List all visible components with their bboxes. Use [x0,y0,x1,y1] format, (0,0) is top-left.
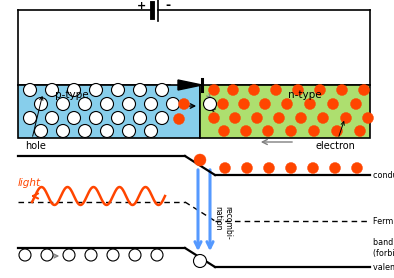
Circle shape [336,85,348,96]
Circle shape [203,98,216,110]
Text: valence band: valence band [373,262,394,272]
Circle shape [219,125,229,136]
Circle shape [173,113,184,125]
Circle shape [151,249,163,261]
Circle shape [134,111,147,125]
Text: light: light [18,178,41,188]
Circle shape [286,125,297,136]
Circle shape [242,163,253,173]
Circle shape [329,163,340,173]
Circle shape [45,83,58,96]
Circle shape [351,98,362,110]
Text: conduction band: conduction band [373,170,394,180]
Circle shape [123,125,136,138]
Circle shape [240,125,251,136]
Circle shape [100,98,113,110]
Circle shape [45,111,58,125]
Circle shape [78,98,91,110]
Circle shape [249,85,260,96]
Circle shape [264,163,275,173]
Bar [200,85,370,138]
Bar [18,85,200,138]
Polygon shape [178,80,202,90]
Circle shape [41,249,53,261]
Text: band gap
(forbidden band): band gap (forbidden band) [373,238,394,258]
Circle shape [24,111,37,125]
Text: p-type: p-type [55,90,89,100]
Text: +: + [138,1,147,11]
Circle shape [286,163,297,173]
Circle shape [56,125,69,138]
Circle shape [156,111,169,125]
Circle shape [85,249,97,261]
Text: -: - [165,0,171,13]
Circle shape [123,98,136,110]
Circle shape [307,163,318,173]
Circle shape [362,113,374,123]
Circle shape [194,154,206,166]
Text: recombi-
nation: recombi- nation [213,206,232,240]
Text: hole: hole [25,141,46,151]
Circle shape [67,83,80,96]
Circle shape [273,113,284,123]
Text: electron: electron [315,141,355,151]
Circle shape [100,125,113,138]
Circle shape [193,254,206,267]
Circle shape [89,83,102,96]
Circle shape [24,83,37,96]
Circle shape [78,125,91,138]
Text: Fermi level: Fermi level [373,217,394,225]
Circle shape [229,113,240,123]
Circle shape [56,98,69,110]
Circle shape [35,125,48,138]
Circle shape [112,111,125,125]
Circle shape [219,163,230,173]
Circle shape [340,113,351,123]
Circle shape [318,113,329,123]
Circle shape [351,163,362,173]
Circle shape [178,98,190,110]
Circle shape [35,98,48,110]
Circle shape [19,249,31,261]
Text: n-type: n-type [288,90,322,100]
Circle shape [262,125,273,136]
Circle shape [331,125,342,136]
Circle shape [327,98,338,110]
Circle shape [145,98,158,110]
Circle shape [167,98,180,110]
Circle shape [145,125,158,138]
Circle shape [305,98,316,110]
Circle shape [208,113,219,123]
Circle shape [89,111,102,125]
Circle shape [309,125,320,136]
Circle shape [238,98,249,110]
Circle shape [129,249,141,261]
Circle shape [112,83,125,96]
Circle shape [217,98,229,110]
Circle shape [251,113,262,123]
Circle shape [67,111,80,125]
Circle shape [355,125,366,136]
Circle shape [296,113,307,123]
Circle shape [107,249,119,261]
Circle shape [271,85,281,96]
Circle shape [227,85,238,96]
Circle shape [134,83,147,96]
Circle shape [292,85,303,96]
Circle shape [156,83,169,96]
Circle shape [260,98,271,110]
Circle shape [63,249,75,261]
Circle shape [359,85,370,96]
Circle shape [281,98,292,110]
Circle shape [314,85,325,96]
Circle shape [208,85,219,96]
